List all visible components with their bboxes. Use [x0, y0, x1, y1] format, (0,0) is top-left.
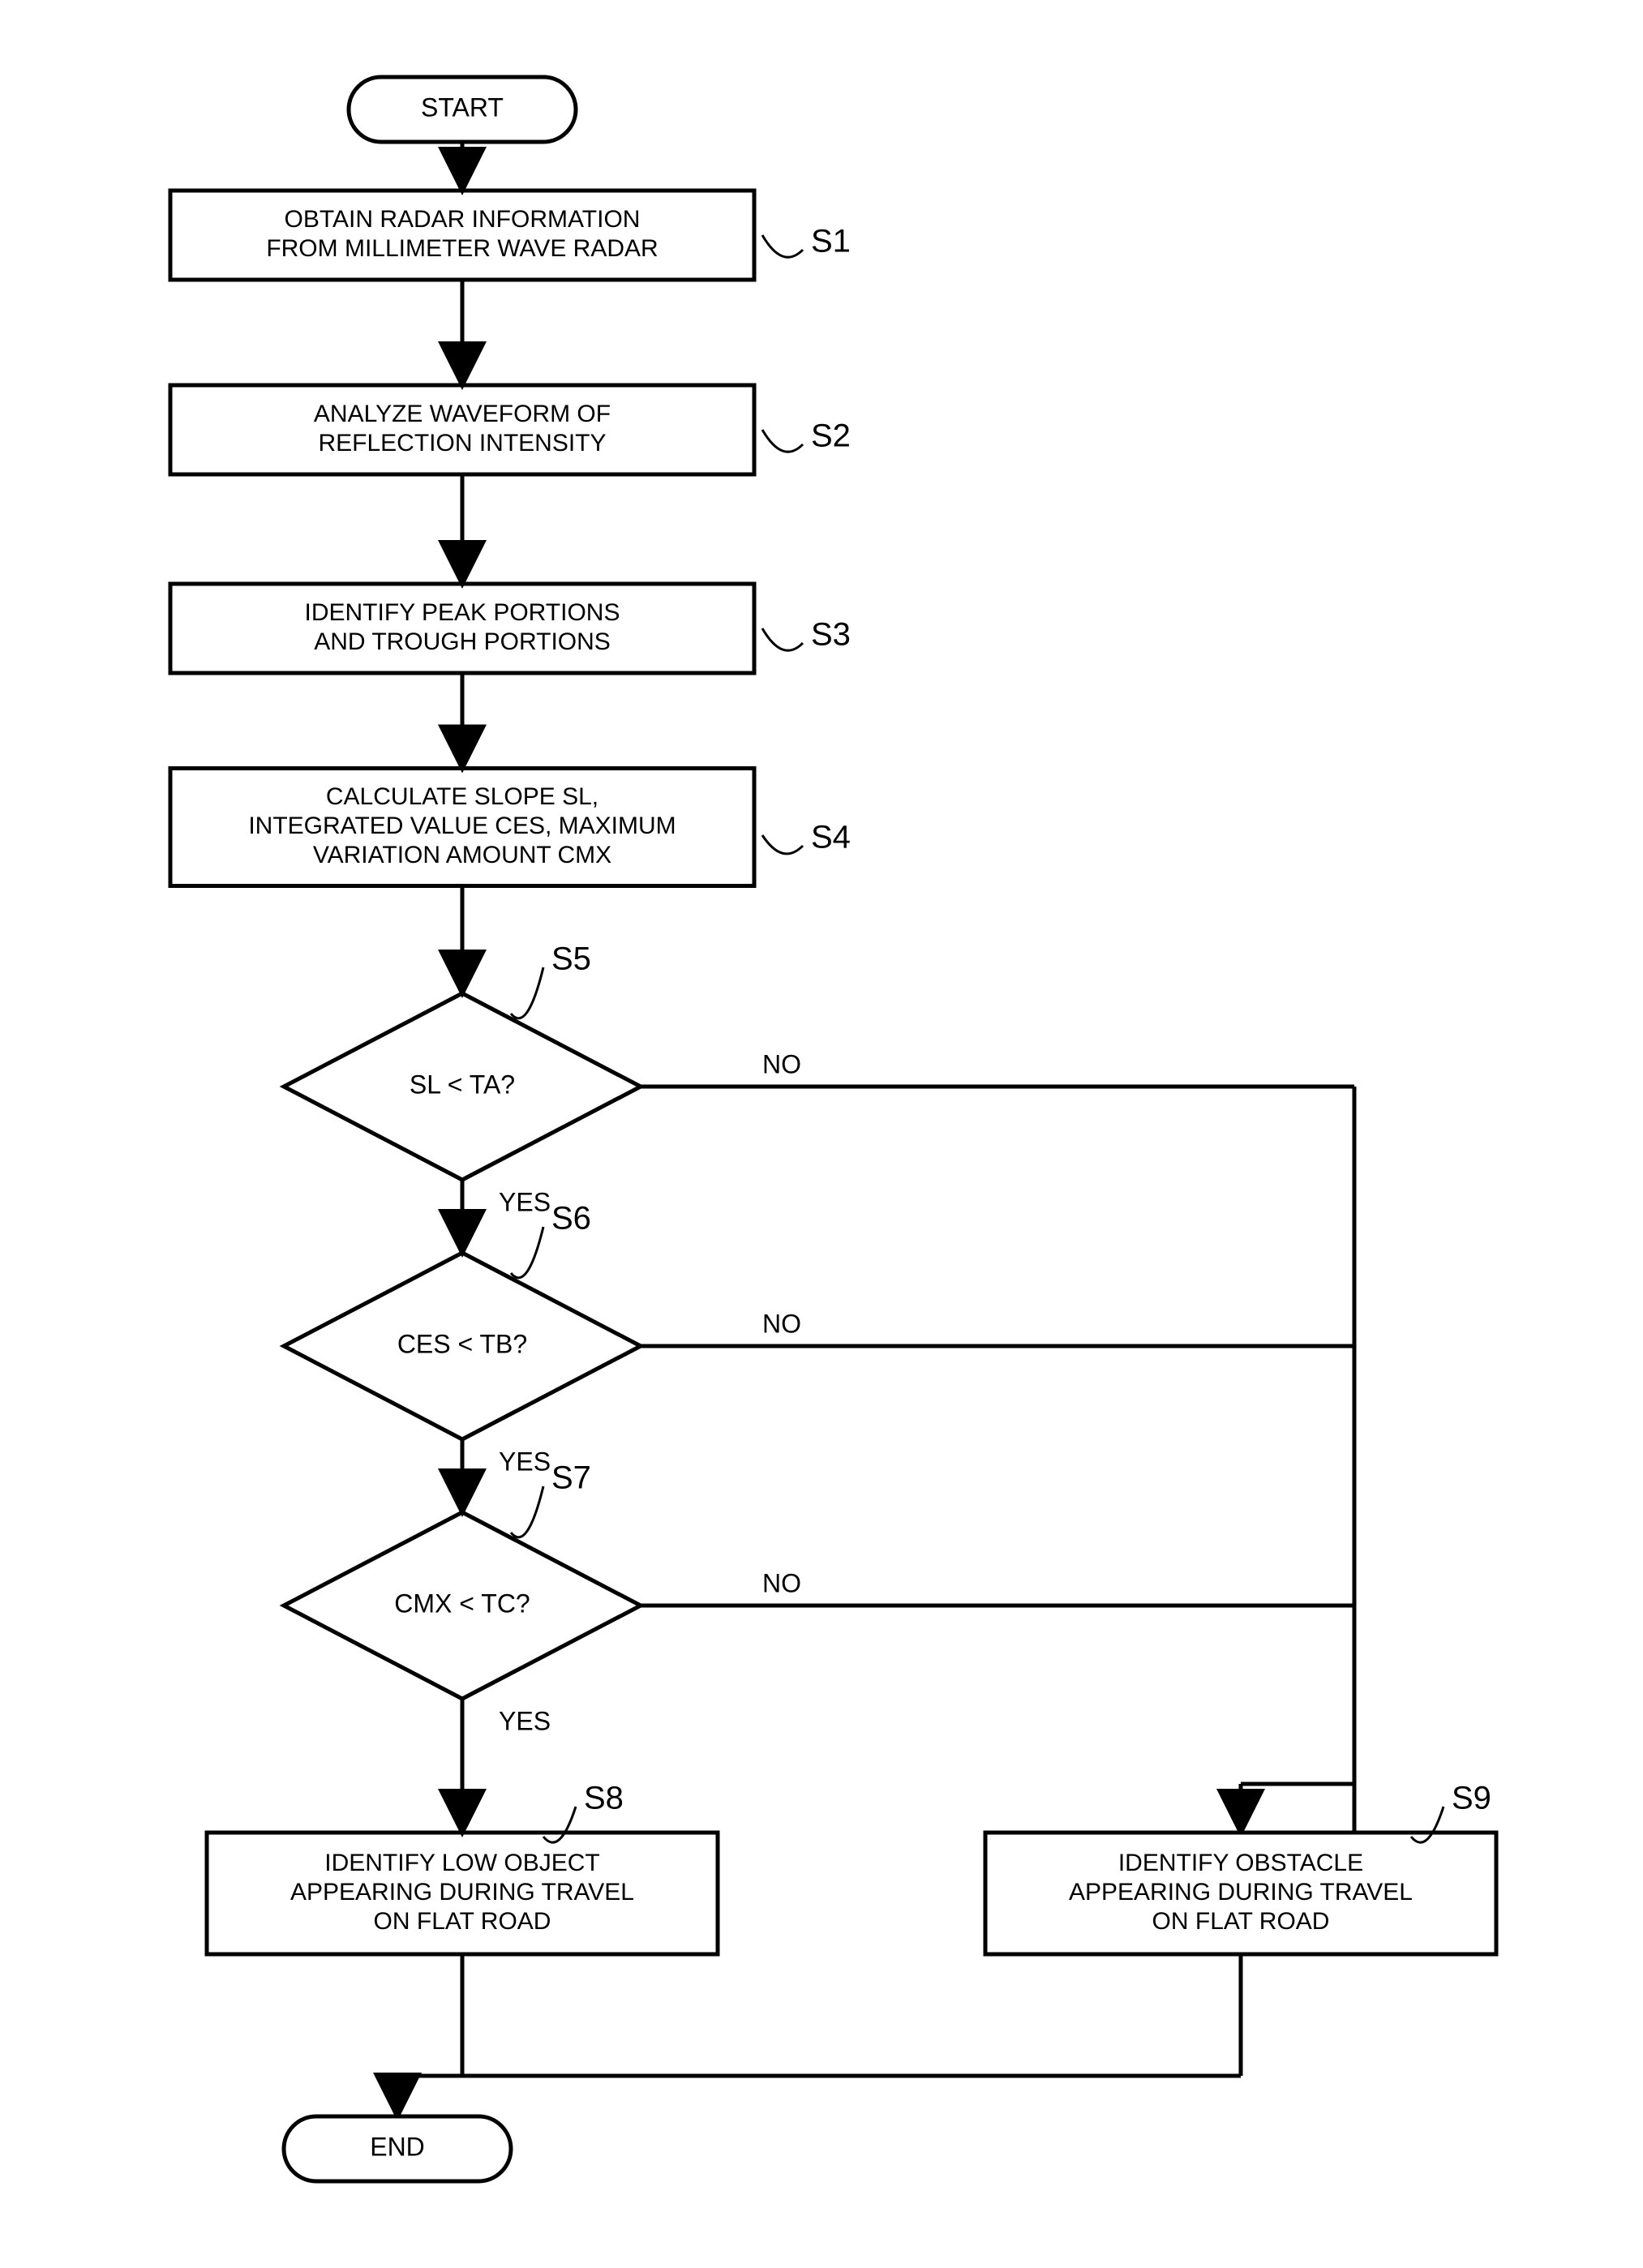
label-s4-leader: [762, 835, 803, 854]
step-s9-line0: IDENTIFY OBSTACLE: [1118, 1850, 1363, 1876]
label-s3-leader: [762, 628, 803, 650]
step-s4-line0: CALCULATE SLOPE SL,: [326, 783, 598, 810]
step-s3-line1: AND TROUGH PORTIONS: [314, 628, 611, 655]
s5-yes: YES: [499, 1187, 551, 1216]
label-s5-leader: [511, 967, 543, 1018]
label-s6: S6: [551, 1201, 591, 1237]
label-s6-leader: [511, 1227, 543, 1278]
label-s9: S9: [1452, 1781, 1491, 1816]
start-terminator-label: START: [421, 92, 504, 122]
label-s2: S2: [811, 418, 851, 454]
s5-no: NO: [762, 1049, 801, 1078]
step-s1-line0: OBTAIN RADAR INFORMATION: [285, 206, 641, 233]
step-s9-line2: ON FLAT ROAD: [1152, 1908, 1330, 1935]
s6-no: NO: [762, 1309, 801, 1338]
s6-yes: YES: [499, 1447, 551, 1476]
label-s1: S1: [811, 224, 851, 259]
decision-s6-text: CES < TB?: [397, 1329, 527, 1358]
label-s5: S5: [551, 941, 591, 977]
label-s3: S3: [811, 617, 851, 653]
label-s8: S8: [584, 1781, 624, 1816]
end-terminator-label: END: [370, 2132, 425, 2161]
label-s7: S7: [551, 1460, 591, 1496]
step-s2-line1: REFLECTION INTENSITY: [318, 430, 606, 457]
label-s2-leader: [762, 430, 803, 452]
step-s8-line1: APPEARING DURING TRAVEL: [290, 1879, 634, 1906]
step-s1-line1: FROM MILLIMETER WAVE RADAR: [266, 235, 658, 262]
step-s4-line2: VARIATION AMOUNT CMX: [313, 842, 611, 868]
s7-yes: YES: [499, 1706, 551, 1735]
flowchart-canvas: START OBTAIN RADAR INFORMATIONFROM MILLIM…: [0, 0, 1643, 2268]
label-s1-leader: [762, 235, 803, 257]
step-s9-line1: APPEARING DURING TRAVEL: [1069, 1879, 1413, 1906]
label-s4: S4: [811, 820, 851, 855]
decision-s5-text: SL < TA?: [410, 1070, 515, 1099]
step-s3-line0: IDENTIFY PEAK PORTIONS: [305, 599, 620, 626]
step-s2-line0: ANALYZE WAVEFORM OF: [314, 401, 611, 427]
step-s8-line2: ON FLAT ROAD: [374, 1908, 551, 1935]
step-s8-line0: IDENTIFY LOW OBJECT: [324, 1850, 599, 1876]
step-s4-line1: INTEGRATED VALUE CES, MAXIMUM: [248, 812, 676, 839]
decision-s7-text: CMX < TC?: [394, 1588, 530, 1618]
label-s7-leader: [511, 1486, 543, 1537]
s7-no: NO: [762, 1568, 801, 1597]
